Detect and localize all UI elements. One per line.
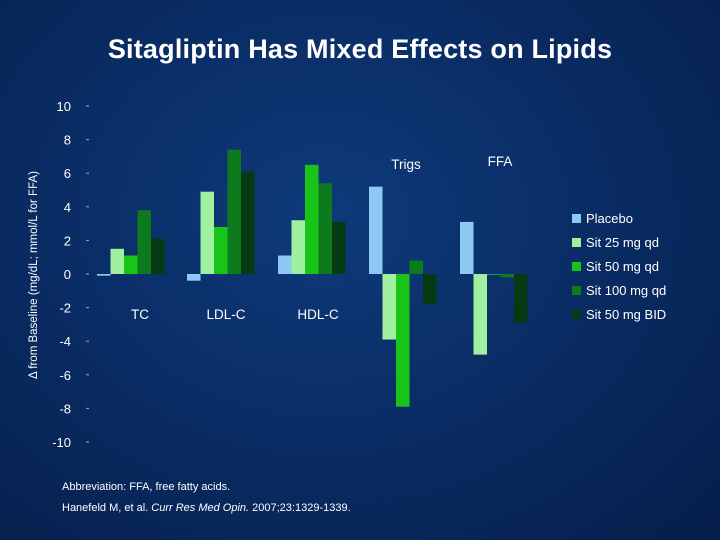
citation-journal: Curr Res Med Opin. [151,502,250,514]
category-label: FFA [488,154,513,169]
bar [500,274,514,278]
bar [473,274,487,355]
bar [278,255,292,274]
y-tick-label: -2 [59,301,71,316]
bar [409,260,423,274]
bar [137,210,151,274]
legend-label: Sit 50 mg qd [586,259,659,274]
bar [227,149,241,274]
y-tick-label: -8 [59,401,71,416]
legend-swatch [572,262,581,271]
bar [369,186,383,274]
citation-authors: Hanefeld M, et al. [62,502,149,514]
legend-swatch [572,214,581,223]
bar [124,255,138,274]
category-label: LDL-C [206,307,245,322]
y-tick-label: 8 [64,133,71,148]
citation: Hanefeld M, et al. Curr Res Med Opin. 20… [62,502,351,514]
bar [487,274,501,275]
bar [291,220,305,274]
bar [318,183,332,274]
bar [332,221,346,274]
category-label: HDL-C [297,307,339,322]
legend-label: Sit 100 mg qd [586,283,666,298]
abbreviation-note: Abbreviation: FFA, free fatty acids. [62,481,231,493]
bar [423,274,437,305]
category-labels: TC LDL-C HDL-C Trigs FFA [131,154,512,322]
bar [214,226,228,274]
legend-swatch [572,286,581,295]
bar [151,238,165,274]
bar [97,274,111,276]
y-axis: 10 8 6 4 2 0 -2 -4 -6 -8 -10 [52,99,89,450]
category-label: Trigs [391,157,421,172]
bar [514,274,528,323]
chart-title: Sitagliptin Has Mixed Effects on Lipids [107,34,613,64]
bar [460,221,474,274]
bar [305,164,319,274]
y-tick-label: -6 [59,368,71,383]
bar [396,274,410,407]
y-axis-label: Δ from Baseline (mg/dL; mmol/L for FFA) [28,171,40,379]
legend-swatch [572,310,581,319]
legend-label: Placebo [586,211,633,226]
citation-details: 2007;23:1329-1339. [252,502,351,514]
bar [200,191,214,274]
legend-label: Sit 50 mg BID [586,307,666,322]
bars [97,149,528,407]
bar [187,274,201,281]
y-tick-label: 6 [64,166,71,181]
bar [241,171,255,274]
y-tick-label: -10 [52,435,71,450]
y-tick-label: 10 [57,99,71,114]
y-tick-label: -4 [59,334,71,349]
bar [382,274,396,340]
y-tick-label: 0 [64,267,71,282]
legend-label: Sit 25 mg qd [586,235,659,250]
y-tick-label: 4 [64,200,71,215]
category-label: TC [131,307,149,322]
legend: Placebo Sit 25 mg qd Sit 50 mg qd Sit 100 m… [572,211,666,322]
y-tick-label: 2 [64,233,71,248]
legend-swatch [572,238,581,247]
bar [110,248,124,274]
